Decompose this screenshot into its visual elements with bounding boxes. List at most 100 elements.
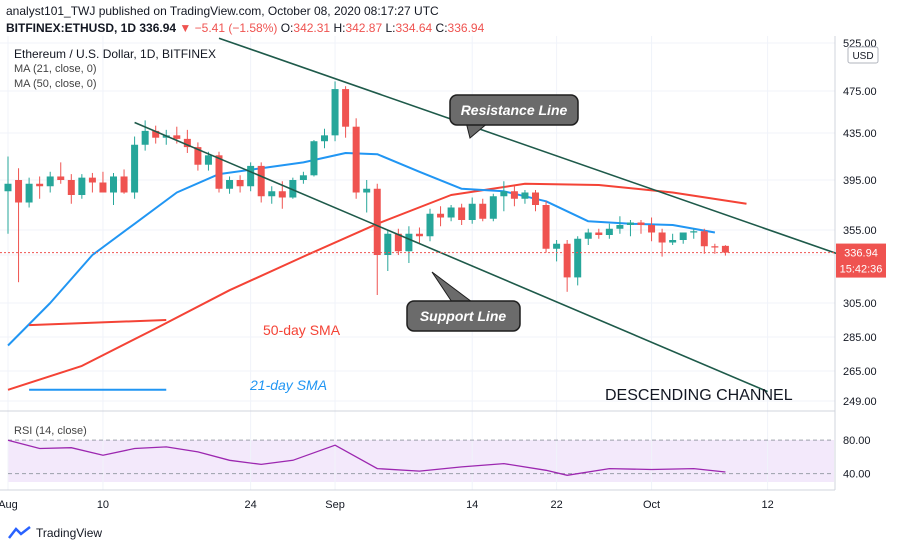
candle-body [700,231,708,247]
price-tick-label: 395.00 [843,175,877,187]
countdown-value: 15:42:36 [840,264,883,276]
main-pane[interactable] [0,36,835,408]
candle-down [542,201,550,253]
candle-body [321,135,328,142]
candle-up [426,208,434,242]
rsi-band [8,440,834,482]
candle-body [532,192,539,205]
candle-down [88,172,96,193]
candle-up [500,181,508,212]
candle-body [36,183,44,187]
legend-ma50[interactable]: MA (50, close, 0) [14,78,97,90]
support-line [134,121,768,393]
candle-body [658,232,666,243]
rsi-line-group [7,439,726,476]
candle-down [183,129,191,153]
candle-body [626,222,634,225]
sma21-annotation: 21-day SMA [249,377,327,393]
candle-body [131,144,139,193]
candle-body [141,130,149,145]
resistance-line [218,37,874,267]
rsi-label: RSI (14, close) [14,425,87,437]
candle-body [173,135,181,139]
candle-up [574,236,582,286]
candle-body [342,89,350,127]
candle-down [99,171,107,193]
candle-up [226,176,234,194]
price-tick-label: 475.00 [843,86,877,98]
candle-body [479,203,487,219]
candle-body [500,191,508,197]
ma21-line [7,152,716,347]
candle-body [542,205,550,249]
candle-up [247,162,255,192]
candle-down [721,245,729,256]
support-callout[interactable]: Support Line [406,271,521,332]
support-label: Support Line [420,308,507,324]
legend-ma21[interactable]: MA (21, close, 0) [14,63,97,75]
price-tick-label: 435.00 [843,128,877,140]
rsi-tick-label: 40.00 [843,469,871,481]
candle-body [110,176,117,193]
chart-legend: Ethereum / U.S. Dollar, 1D, BITFINEX MA … [14,47,216,92]
candle-up [384,230,392,271]
candle-body [120,176,128,193]
candle-down [15,168,23,283]
candle-up [299,171,307,184]
candle-body [679,232,687,240]
candle-up [690,228,698,239]
candle-up [310,140,318,177]
price-change: −5.41 (−1.58%) [194,21,278,35]
resistance-callout[interactable]: Resistance Line [449,94,579,139]
candle-body [447,207,455,218]
candle-up [679,232,687,244]
candle-down [120,169,128,194]
tradingview-logo-icon [8,526,31,539]
footer-brand[interactable]: TradingView [36,526,103,540]
candle-down [415,227,423,244]
candle-body [426,213,434,237]
price-tick-label: 355.00 [843,225,877,237]
candle-up [553,240,561,262]
candle-body [352,126,360,193]
candle-body [194,147,202,165]
price-tick-label: 265.00 [843,366,877,378]
candle-body [721,245,729,253]
candle-down [658,228,666,257]
open-value: 342.31 [293,21,331,35]
legend-title: Ethereum / U.S. Dollar, 1D, BITFINEX [14,47,217,61]
candle-body [553,243,561,249]
open-label: O: [280,21,294,35]
chart-header: analyst101_TWJ published on TradingView.… [6,3,484,37]
candle-up [131,136,139,199]
time-axis[interactable]: Aug1024Sep1422Oct1226 [0,499,900,511]
currency-badge[interactable] [847,46,879,64]
channel-annotation: DESCENDING CHANNEL [605,387,793,404]
candle-down [57,162,65,184]
candle-body [605,228,613,235]
ohlc-line: BITFINEX:ETHUSD, 1D 336.94 ▼ −5.41 (−1.5… [6,20,484,37]
time-tick-label: Oct [643,499,660,511]
candle-down [236,175,244,193]
time-tick-label: 12 [761,499,773,511]
candle-down [342,86,350,138]
footer: TradingView [8,526,102,540]
price-axis[interactable]: 249.00265.00285.00305.00335.00355.00395.… [843,38,877,408]
time-tick-label: Aug [0,499,18,511]
candle-body [278,191,286,198]
price-change-arrow-icon: ▼ [179,21,192,35]
last-price-tag: 336.94 15:42:36 [836,243,886,278]
candle-up [447,205,455,222]
candle-up [46,171,54,193]
candle-up [25,177,33,208]
channel-lines[interactable] [134,37,874,393]
candle-body [15,180,23,203]
candle-body [99,182,107,193]
candle-down [700,228,708,254]
candle-up [669,233,677,245]
price-tick-label: 249.00 [843,396,877,408]
currency-label: USD [852,51,873,62]
candle-body [299,175,307,180]
candle-body [46,176,54,187]
